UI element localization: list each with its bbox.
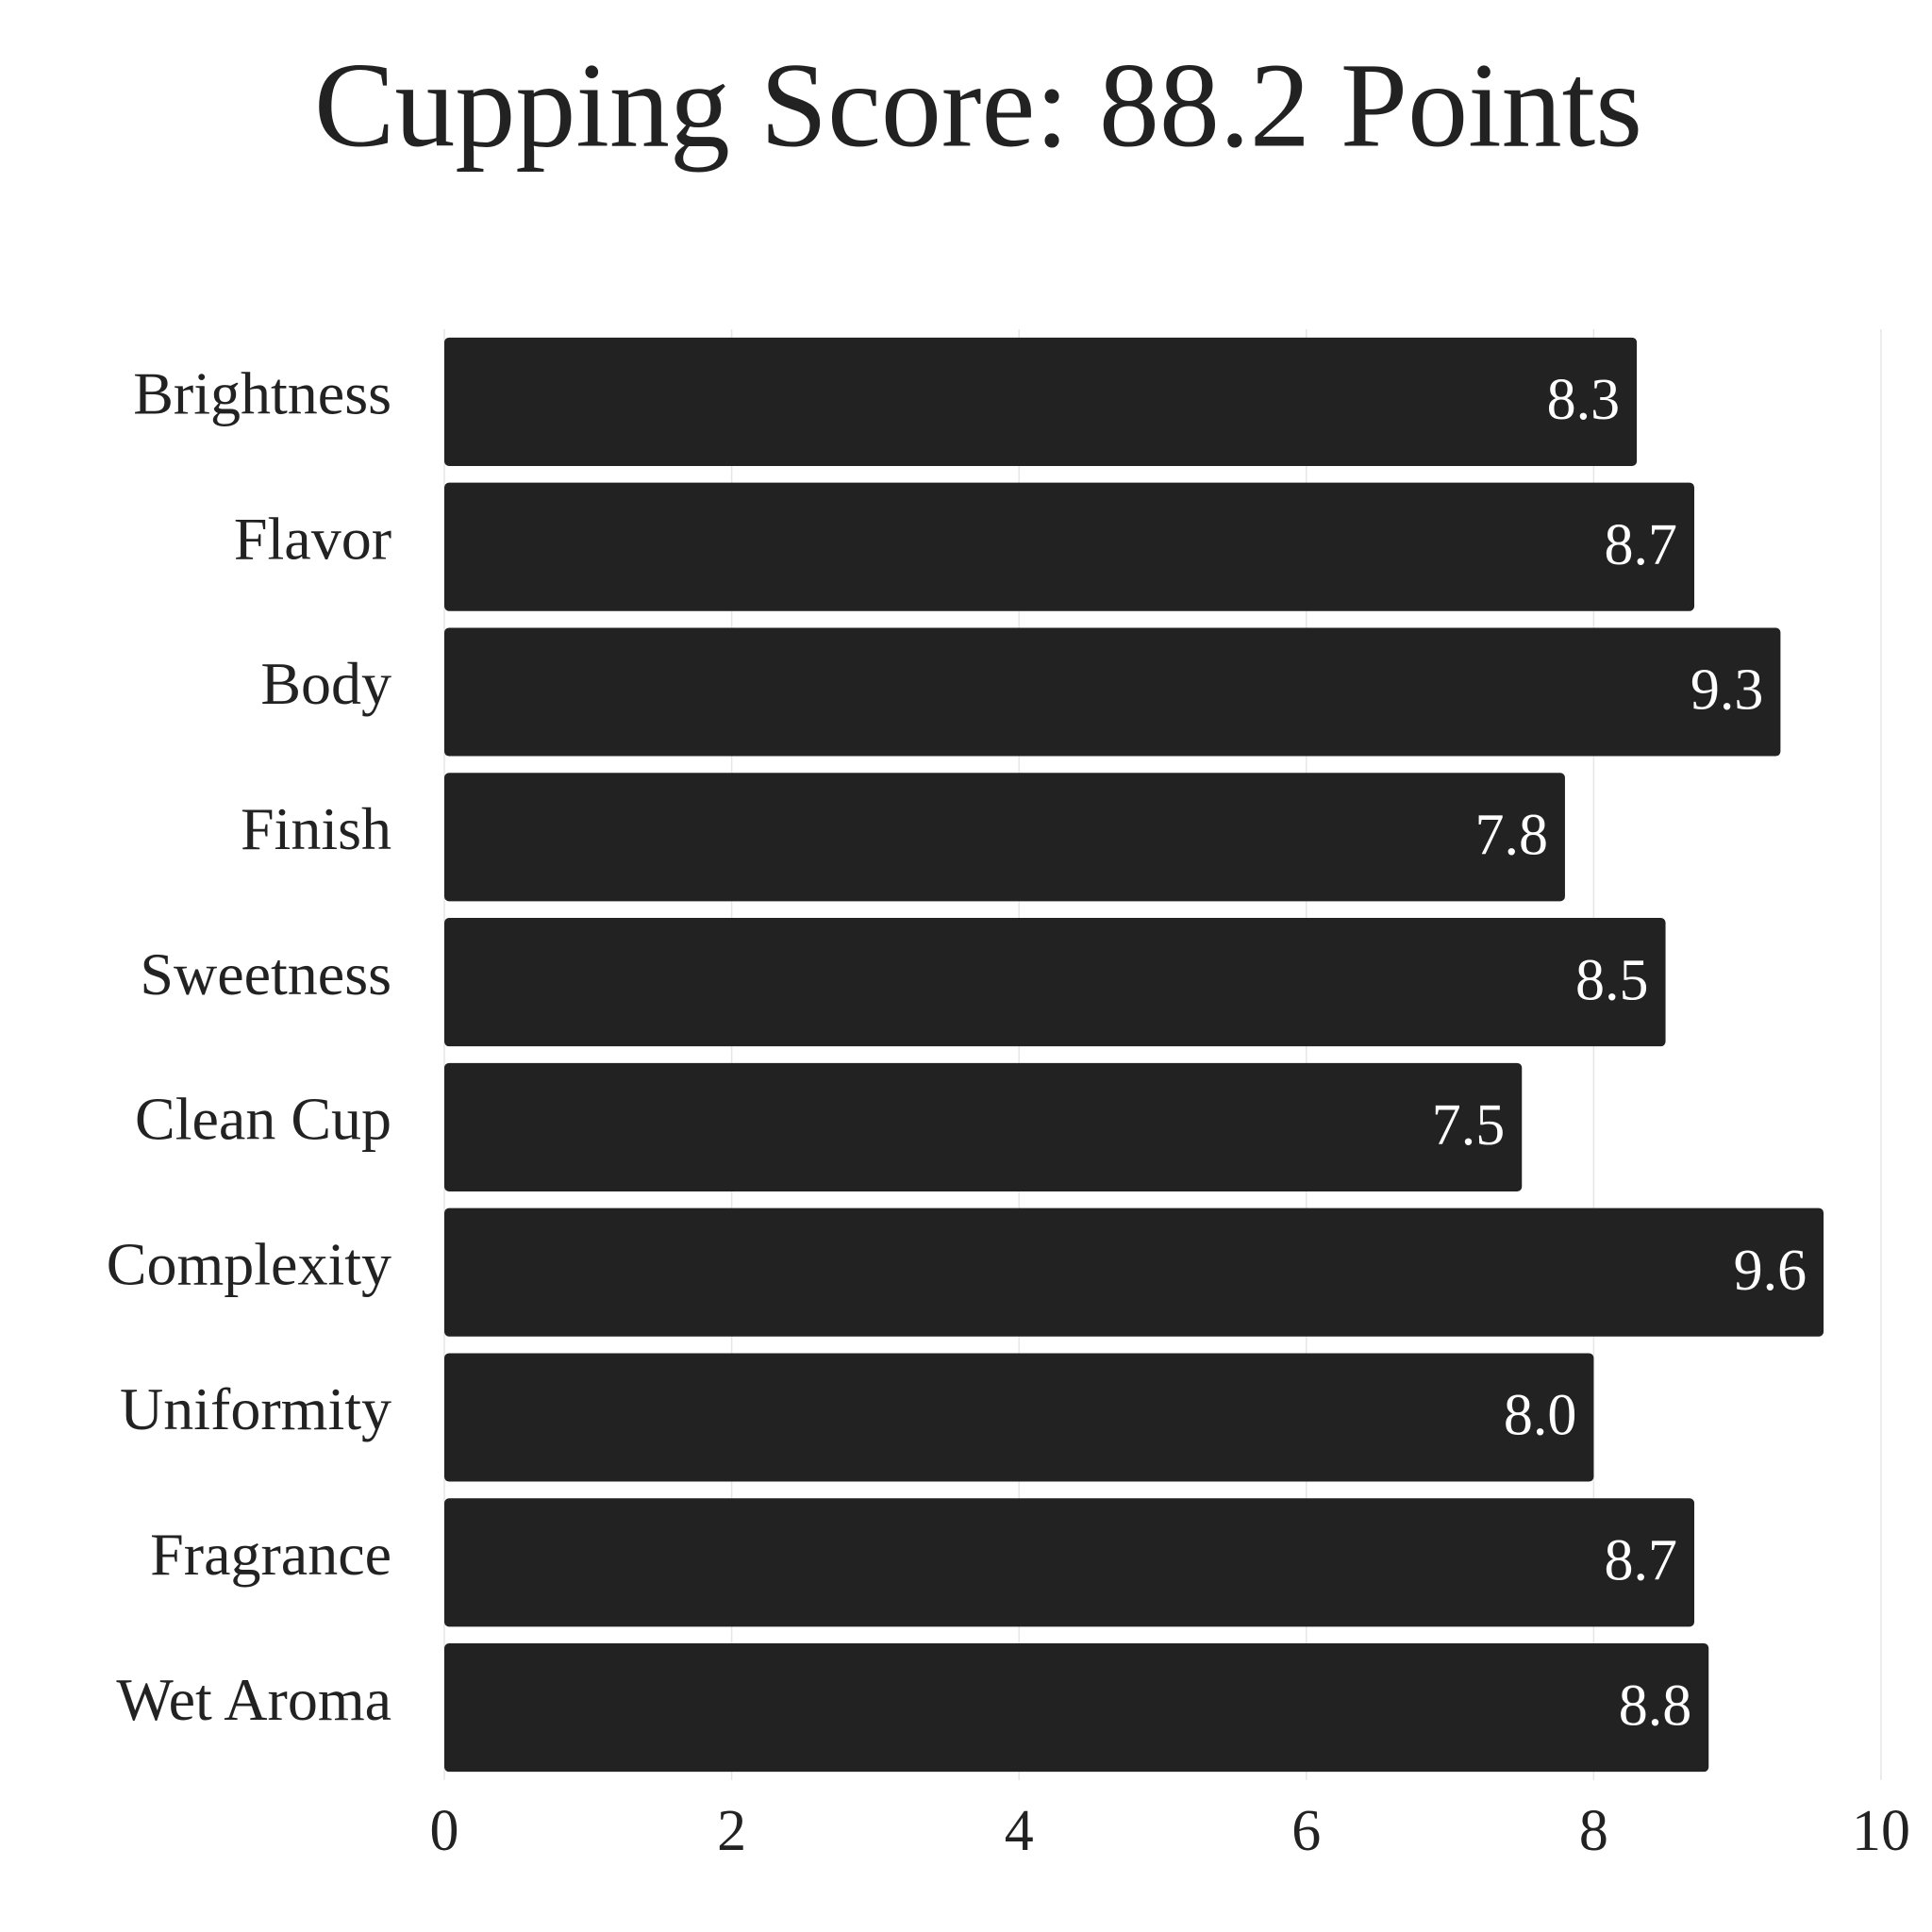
value-label: 7.8 <box>1474 804 1548 868</box>
value-label: 7.5 <box>1432 1093 1506 1158</box>
value-label: 8.7 <box>1605 513 1678 577</box>
bar <box>444 1643 1709 1773</box>
bar <box>444 482 1695 611</box>
y-tick-label: Complexity <box>107 1230 391 1297</box>
bar <box>444 1062 1523 1191</box>
bar <box>444 627 1781 757</box>
x-tick-label: 6 <box>1291 1799 1321 1863</box>
bar <box>444 918 1666 1047</box>
value-label: 9.3 <box>1690 658 1764 723</box>
y-tick-label: Flavor <box>234 505 391 572</box>
bar <box>444 1498 1695 1627</box>
y-tick-label: Finish <box>241 795 391 862</box>
value-label: 8.7 <box>1605 1529 1678 1593</box>
x-tick-label: 0 <box>430 1799 459 1863</box>
value-label: 8.8 <box>1619 1674 1692 1738</box>
y-tick-label: Uniformity <box>120 1375 391 1442</box>
bar <box>444 773 1565 902</box>
x-tick-label: 8 <box>1579 1799 1608 1863</box>
value-label: 8.0 <box>1504 1384 1577 1448</box>
value-label: 8.3 <box>1547 368 1621 432</box>
bar <box>444 1353 1594 1482</box>
value-label: 8.5 <box>1575 948 1649 1012</box>
y-tick-label: Sweetness <box>140 941 391 1008</box>
bar <box>444 337 1638 466</box>
y-tick-label: Fragrance <box>150 1521 391 1588</box>
y-tick-label: Brightness <box>133 360 391 427</box>
x-tick-label: 10 <box>1852 1799 1910 1863</box>
value-label: 9.6 <box>1734 1239 1807 1303</box>
y-tick-label: Body <box>260 650 391 717</box>
x-tick-label: 4 <box>1005 1799 1034 1863</box>
y-tick-label: Wet Aroma <box>116 1666 391 1733</box>
chart-title: Cupping Score: 88.2 Points <box>314 38 1642 172</box>
bar <box>444 1208 1824 1337</box>
x-tick-label: 2 <box>717 1799 746 1863</box>
y-tick-label: Clean Cup <box>135 1086 391 1153</box>
